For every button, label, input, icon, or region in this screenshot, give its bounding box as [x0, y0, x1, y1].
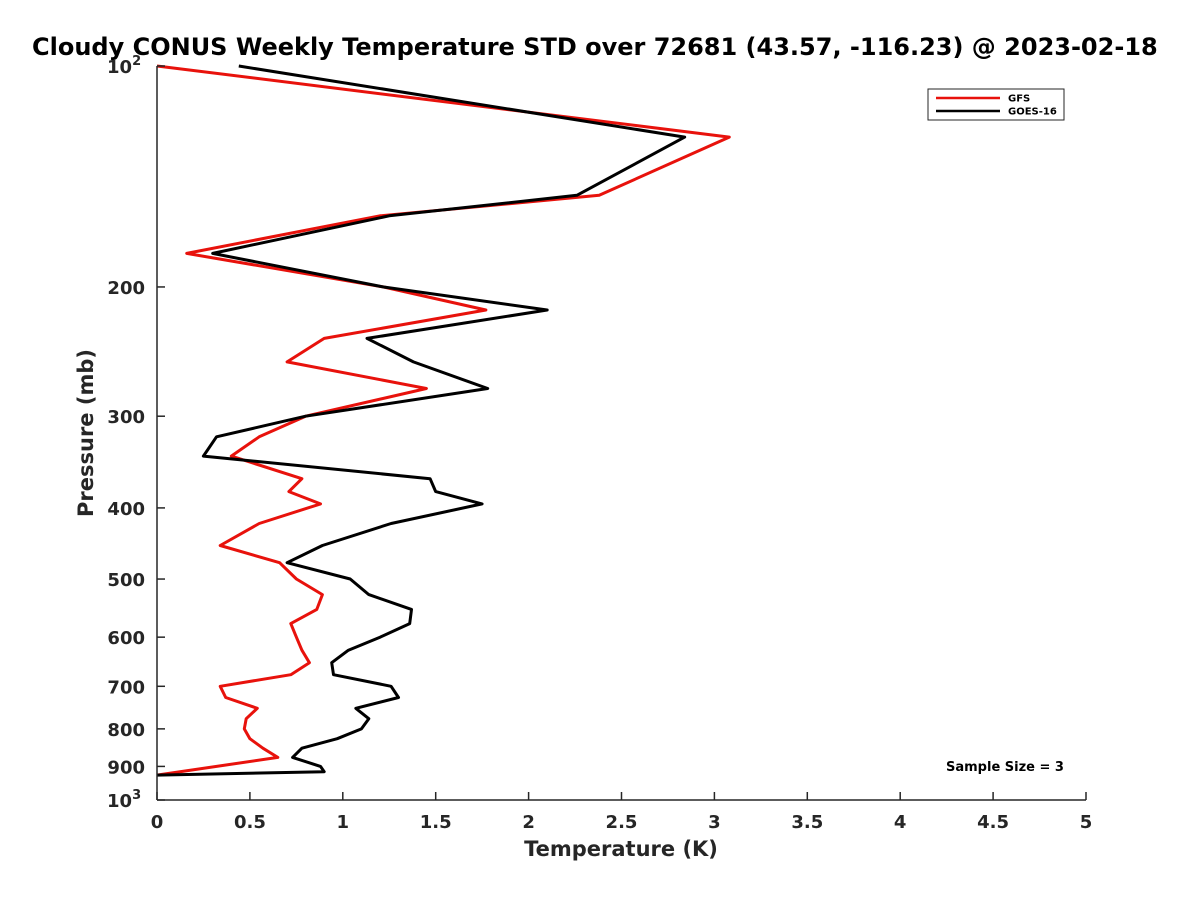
- y-tick-label: 300: [107, 407, 145, 428]
- x-tick-label: 3: [708, 812, 721, 833]
- x-tick-label: 1: [337, 812, 350, 833]
- y-tick-label: 700: [107, 677, 145, 698]
- legend: GFS GOES-16: [927, 88, 1065, 121]
- legend-label-goes16: GOES-16: [1008, 107, 1057, 118]
- legend-box: [927, 88, 1065, 121]
- series-layer: [156, 64, 731, 777]
- x-tick-label: 3.5: [791, 812, 823, 833]
- y-tick-label: 103: [107, 788, 141, 812]
- y-tick-label: 400: [107, 499, 145, 520]
- sample-size-annotation: Sample Size = 3: [946, 760, 1064, 775]
- x-tick-label: 2.5: [606, 812, 638, 833]
- y-tick-label: 200: [107, 278, 145, 299]
- y-tick-label: 500: [107, 570, 145, 591]
- x-axis-label: Temperature (K): [524, 837, 718, 861]
- x-tick-label: 1.5: [420, 812, 452, 833]
- x-tick-label: 4: [894, 812, 907, 833]
- y-tick-label: 800: [107, 720, 145, 741]
- y-tick-label: 102: [107, 54, 141, 78]
- series-line-goes-16: [156, 64, 687, 777]
- legend-label-gfs: GFS: [1008, 94, 1030, 105]
- y-tick-label: 900: [107, 757, 145, 778]
- chart-title: Cloudy CONUS Weekly Temperature STD over…: [32, 33, 1158, 61]
- y-tick-label: 600: [107, 628, 145, 649]
- x-tick-label: 0.5: [234, 812, 266, 833]
- series-line-gfs: [156, 64, 731, 777]
- ticks-layer: 0 0.5 1 1.5 2 2.5 3 3.5 4 4.5 5 102 200 300 400 500 600 7…: [107, 54, 1092, 833]
- x-tick-label: 2: [522, 812, 535, 833]
- x-tick-label: 0: [151, 812, 164, 833]
- y-axis-label: Pressure (mb): [74, 349, 98, 517]
- x-tick-label: 4.5: [977, 812, 1009, 833]
- x-tick-label: 5: [1080, 812, 1093, 833]
